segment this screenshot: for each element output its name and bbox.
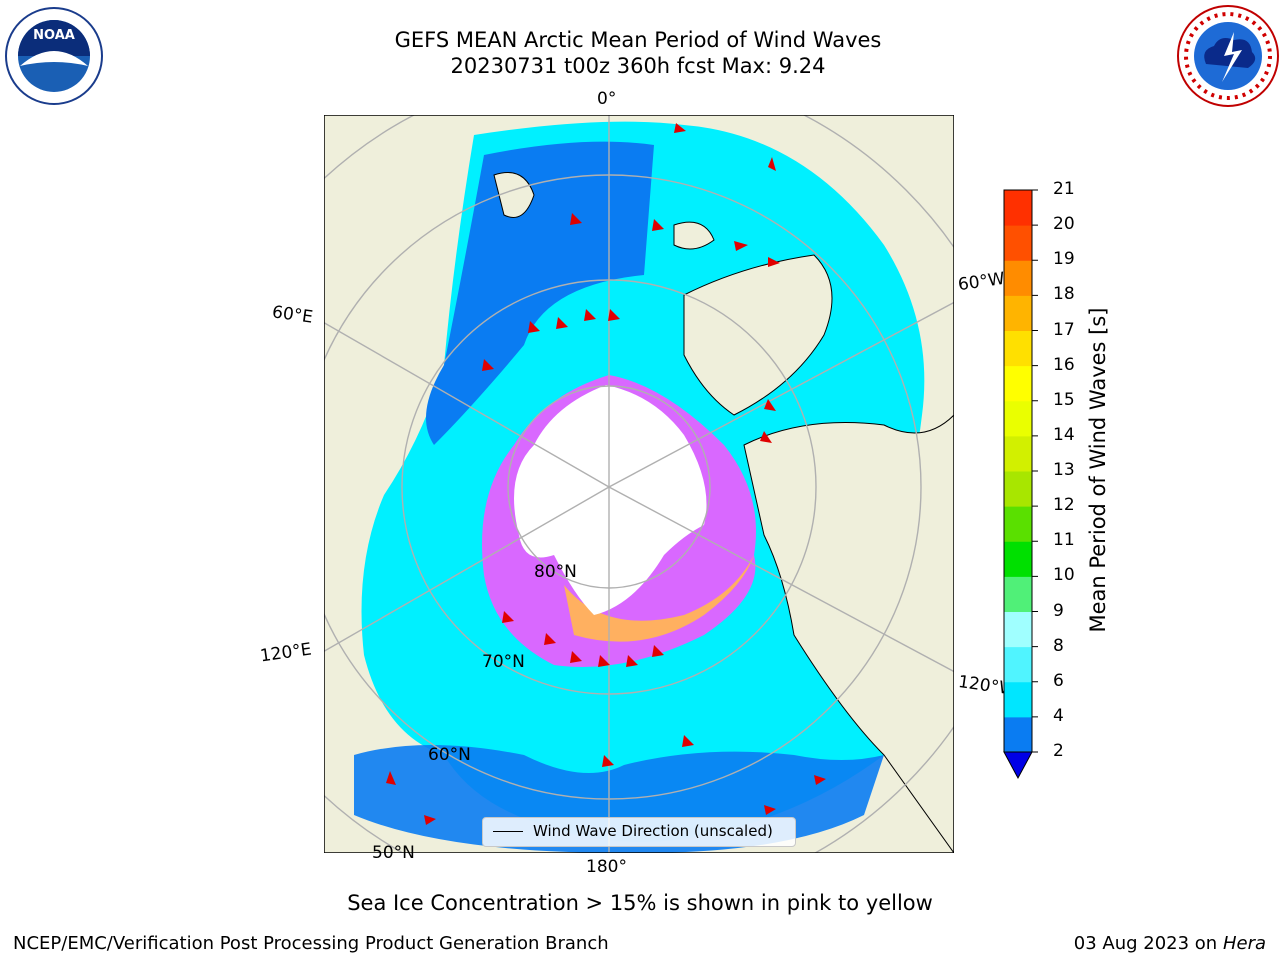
colorbar-segment xyxy=(1004,471,1032,507)
colorbar-tick-label: 6 xyxy=(1053,670,1064,691)
colorbar xyxy=(1003,189,1038,780)
colorbar-segment xyxy=(1004,330,1032,367)
colorbar-extend-triangle xyxy=(1003,751,1033,780)
colorbar-tick-label: 12 xyxy=(1053,495,1075,516)
franz-josef-land xyxy=(673,221,715,250)
colorbar-tick-label: 11 xyxy=(1053,530,1075,551)
colorbar-segment xyxy=(1004,681,1032,718)
legend-label: Wind Wave Direction (unscaled) xyxy=(533,822,773,840)
lat-label-70n: 70°N xyxy=(482,652,525,672)
national-weather-service-logo xyxy=(1177,5,1279,107)
arctic-map xyxy=(324,115,954,853)
colorbar-tick-label: 9 xyxy=(1053,600,1064,621)
colorbar-segment xyxy=(1004,435,1032,472)
colorbar-segment xyxy=(1004,541,1032,577)
lon-label-60w: 60°W xyxy=(956,268,1007,296)
colorbar-segment xyxy=(1004,506,1032,542)
colorbar-segment xyxy=(1004,190,1032,226)
colorbar-segment xyxy=(1004,400,1032,437)
map-legend: Wind Wave Direction (unscaled) xyxy=(482,817,796,847)
colorbar-tick-label: 19 xyxy=(1053,249,1075,270)
colorbar-tick-label: 14 xyxy=(1053,424,1075,445)
map-title: GEFS MEAN Arctic Mean Period of Wind Wav… xyxy=(394,28,882,52)
lon-label-120e: 120°E xyxy=(258,639,313,667)
colorbar-segment xyxy=(1004,576,1032,612)
footer-date-text: 03 Aug 2023 on xyxy=(1073,933,1218,954)
colorbar-tick-label: 4 xyxy=(1053,705,1064,726)
colorbar-tick-label: 21 xyxy=(1053,179,1075,199)
colorbar-segment xyxy=(1004,365,1032,402)
svg-text:NOAA: NOAA xyxy=(33,28,75,43)
graticule xyxy=(324,115,954,853)
colorbar-tick-label: 13 xyxy=(1053,460,1075,480)
colorbar-label: Mean Period of Wind Waves [s] xyxy=(1086,307,1110,633)
colorbar-tick-label: 16 xyxy=(1053,354,1075,375)
wind-wave-arrows xyxy=(386,123,826,825)
colorbar-segment xyxy=(1004,260,1032,296)
svalbard-land xyxy=(493,172,535,218)
colorbar-tick-label: 17 xyxy=(1053,319,1075,340)
ice-covered-center xyxy=(514,385,707,615)
sea-ice-caption: Sea Ice Concentration > 15% is shown in … xyxy=(347,891,933,915)
colorbar-segment xyxy=(1004,295,1032,331)
footer-credit: NCEP/EMC/Verification Post Processing Pr… xyxy=(13,933,609,954)
colorbar-tick-label: 15 xyxy=(1053,389,1075,410)
colorbar-tick-label: 10 xyxy=(1053,565,1075,586)
noaa-logo: NOAA xyxy=(5,7,103,105)
colorbar-segment xyxy=(1004,611,1032,648)
colorbar-tick-label: 8 xyxy=(1053,635,1064,656)
lat-label-80n: 80°N xyxy=(534,562,577,582)
sea-ice-yellow xyxy=(564,555,754,642)
colorbar-segment xyxy=(1004,716,1032,753)
colorbar-segment xyxy=(1004,225,1032,261)
canada-land xyxy=(743,414,954,853)
lat-label-50n: 50°N xyxy=(372,843,415,863)
footer-date: 03 Aug 2023 on Hera xyxy=(1074,933,1266,954)
colorbar-tick-label: 2 xyxy=(1053,741,1064,761)
lon-label-180: 180° xyxy=(586,857,627,877)
colorbar-tick-label: 20 xyxy=(1053,214,1075,235)
footer-machine: Hera xyxy=(1222,933,1266,954)
legend-line-sample xyxy=(493,831,523,832)
greenland-land xyxy=(683,254,833,416)
map-subtitle: 20230731 t00z 360h fcst Max: 9.24 xyxy=(450,54,826,78)
lon-label-0: 0° xyxy=(597,89,617,109)
colorbar-segment xyxy=(1004,646,1032,683)
lon-label-60e: 60°E xyxy=(270,302,315,328)
colorbar-tick-label: 18 xyxy=(1053,284,1075,305)
lat-label-60n: 60°N xyxy=(428,745,471,765)
